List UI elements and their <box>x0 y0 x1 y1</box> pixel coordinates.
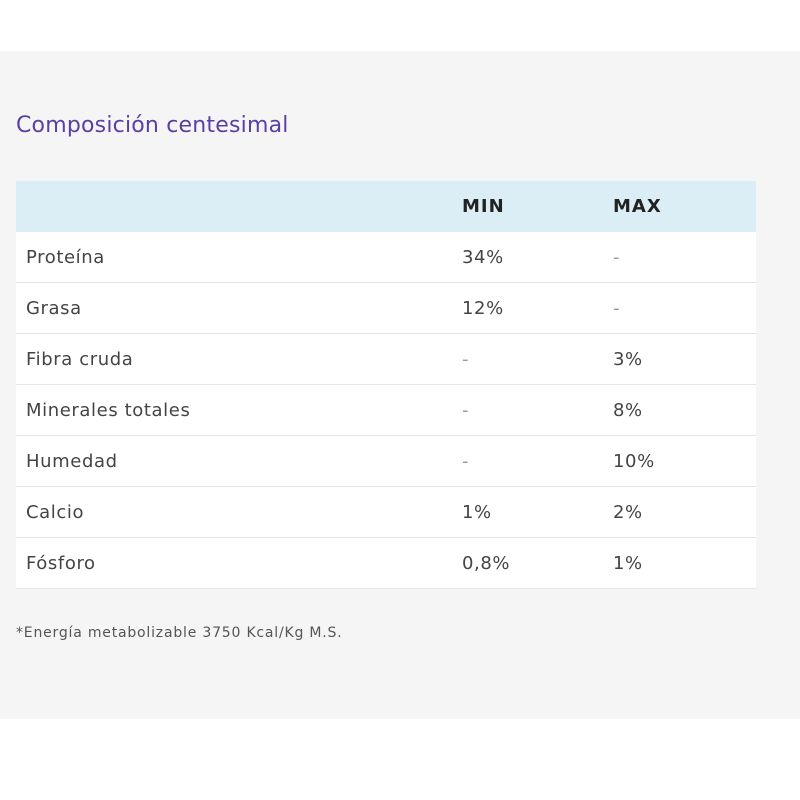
section-title: Composición centesimal <box>16 113 289 138</box>
row-name: Grasa <box>26 297 82 319</box>
row-name: Minerales totales <box>26 399 191 421</box>
row-min: - <box>462 450 470 472</box>
row-max: 10% <box>613 450 655 472</box>
row-name: Fibra cruda <box>26 348 134 370</box>
row-min: - <box>462 399 470 421</box>
row-max: - <box>613 297 621 319</box>
table-row-grasa: Grasa 12% - <box>16 283 756 334</box>
header-max: MAX <box>613 196 662 217</box>
table-row-calcio: Calcio 1% 2% <box>16 487 756 538</box>
row-min: 0,8% <box>462 552 511 574</box>
table-row-minerales-totales: Minerales totales - 8% <box>16 385 756 436</box>
row-max: 3% <box>613 348 643 370</box>
row-max: 2% <box>613 501 643 523</box>
composition-panel: Composición centesimal MIN MAX Proteína … <box>0 51 800 719</box>
table-row-humedad: Humedad - 10% <box>16 436 756 487</box>
row-max: 8% <box>613 399 643 421</box>
table-row-fosforo: Fósforo 0,8% 1% <box>16 538 756 589</box>
row-name: Humedad <box>26 450 118 472</box>
row-name: Fósforo <box>26 552 96 574</box>
table-header-row: MIN MAX <box>16 181 756 232</box>
row-min: - <box>462 348 470 370</box>
table-row-fibra-cruda: Fibra cruda - 3% <box>16 334 756 385</box>
row-name: Calcio <box>26 501 85 523</box>
row-name: Proteína <box>26 246 105 268</box>
table-row-proteina: Proteína 34% - <box>16 232 756 283</box>
row-max: - <box>613 246 621 268</box>
row-max: 1% <box>613 552 643 574</box>
composition-table: MIN MAX Proteína 34% - Grasa 12% - Fibra… <box>16 181 756 589</box>
row-min: 1% <box>462 501 492 523</box>
row-min: 12% <box>462 297 504 319</box>
header-min: MIN <box>462 196 505 217</box>
footnote: *Energía metabolizable 3750 Kcal/Kg M.S. <box>16 625 343 641</box>
row-min: 34% <box>462 246 504 268</box>
